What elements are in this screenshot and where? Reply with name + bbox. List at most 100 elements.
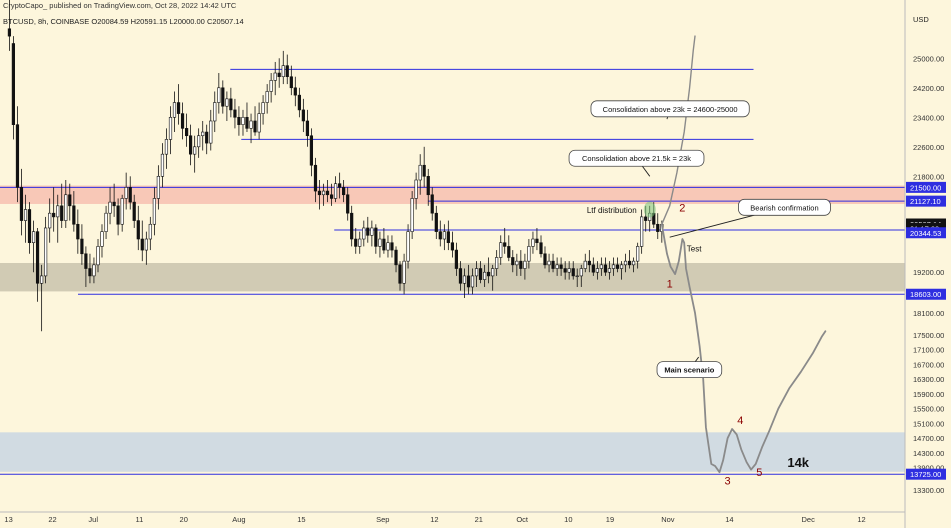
price-label-text: 18603.00 bbox=[910, 290, 941, 299]
y-tick-label: 18100.00 bbox=[913, 309, 944, 318]
x-tick-label: 10 bbox=[564, 515, 572, 524]
candle bbox=[68, 183, 72, 221]
price-label-text: 21500.00 bbox=[910, 183, 941, 192]
candle bbox=[628, 250, 632, 269]
candle bbox=[358, 231, 362, 254]
y-tick-label: 25000.00 bbox=[913, 54, 944, 63]
candle bbox=[193, 135, 197, 173]
candle bbox=[23, 194, 28, 243]
candle bbox=[273, 61, 277, 96]
candle-body-down bbox=[563, 268, 567, 273]
candle-body-up bbox=[217, 87, 221, 103]
candle bbox=[213, 91, 217, 133]
price-label-text: 13725.00 bbox=[910, 470, 941, 479]
candle-body-down bbox=[354, 238, 358, 247]
candle bbox=[346, 187, 350, 221]
callout-consolidation-23k: Consolidation above 23k = 24600-25000 bbox=[590, 100, 750, 120]
candle bbox=[579, 264, 583, 287]
candle bbox=[575, 268, 579, 287]
callout-box bbox=[738, 198, 831, 216]
candle-body-up bbox=[261, 102, 265, 114]
candle-body-up bbox=[265, 91, 269, 103]
candle-body-down bbox=[52, 212, 56, 218]
candle-body-down bbox=[313, 164, 318, 192]
candle-body-down bbox=[205, 131, 209, 144]
candle bbox=[76, 209, 80, 254]
candle bbox=[527, 239, 531, 269]
candle-body-up bbox=[406, 231, 410, 262]
candle-body-up bbox=[152, 198, 156, 225]
candle bbox=[470, 268, 475, 295]
candle-body-up bbox=[515, 260, 519, 266]
candle bbox=[108, 187, 112, 225]
candle-body-up bbox=[31, 231, 36, 244]
y-tick-label: 17500.00 bbox=[913, 331, 944, 340]
x-tick-label: 22 bbox=[48, 515, 56, 524]
candle-body-up bbox=[462, 275, 467, 284]
candle bbox=[547, 253, 551, 273]
candle-body-up bbox=[611, 264, 616, 269]
candle-body-down bbox=[350, 212, 354, 240]
candle-body-down bbox=[507, 246, 511, 258]
candle bbox=[483, 264, 487, 287]
candle bbox=[350, 205, 354, 247]
callout-box bbox=[568, 149, 705, 167]
candle-body-up bbox=[362, 227, 366, 240]
candle bbox=[495, 250, 499, 276]
candle-body-down bbox=[15, 124, 20, 188]
candle bbox=[595, 261, 599, 280]
candle bbox=[342, 180, 346, 203]
candle bbox=[293, 76, 297, 107]
candle-body-up bbox=[599, 264, 603, 269]
candle bbox=[450, 231, 455, 258]
candle-body-down bbox=[519, 260, 523, 269]
wave-2: 2 bbox=[679, 203, 685, 215]
price-label: 21127.10 bbox=[906, 195, 946, 207]
candle bbox=[370, 220, 374, 247]
candle-body-up bbox=[209, 120, 213, 144]
candle bbox=[386, 235, 390, 258]
candle-body-down bbox=[317, 190, 322, 196]
label-14k: 14k bbox=[787, 455, 809, 470]
candle bbox=[640, 209, 644, 254]
candle bbox=[466, 264, 471, 295]
candle-body-down bbox=[301, 109, 305, 122]
candle bbox=[338, 172, 342, 199]
candle-body-up bbox=[483, 271, 487, 280]
ohlc-high: H20591.15 bbox=[130, 17, 168, 26]
candle bbox=[116, 198, 120, 236]
candle-body-up bbox=[636, 246, 640, 262]
candle-body-up bbox=[120, 198, 124, 225]
candle bbox=[499, 235, 503, 265]
y-tick-label: 16700.00 bbox=[913, 360, 944, 369]
candle-body-down bbox=[84, 253, 88, 269]
candle-body-down bbox=[644, 216, 648, 221]
candle-body-down bbox=[176, 102, 181, 114]
candle bbox=[132, 194, 136, 228]
candle bbox=[100, 224, 104, 258]
candle-body-down bbox=[285, 65, 289, 78]
candle bbox=[607, 261, 612, 280]
candle-body-up bbox=[241, 116, 245, 125]
candle-body-up bbox=[631, 260, 636, 266]
candle bbox=[442, 224, 446, 251]
candle-body-down bbox=[297, 94, 301, 111]
candle-body-up bbox=[491, 268, 495, 277]
y-tick-label: 23400.00 bbox=[913, 113, 944, 122]
x-tick-label: 11 bbox=[135, 515, 143, 524]
candle-body-down bbox=[309, 135, 314, 166]
callout-consolidation-21-5k: Consolidation above 21.5k = 23k bbox=[568, 149, 705, 177]
candle-body-down bbox=[587, 260, 591, 266]
x-tick-label: 15 bbox=[297, 515, 305, 524]
price-label: 13725.00 bbox=[906, 468, 946, 480]
price-label-bg bbox=[906, 195, 946, 207]
candle-body-up bbox=[531, 238, 535, 247]
candle-body-up bbox=[193, 146, 197, 155]
candle-body-down bbox=[35, 231, 40, 284]
publish-header: CryptoCapo_ published on TradingView.com… bbox=[3, 1, 237, 10]
candle bbox=[559, 257, 563, 276]
candle bbox=[7, 0, 12, 51]
candle-body-down bbox=[68, 194, 72, 207]
